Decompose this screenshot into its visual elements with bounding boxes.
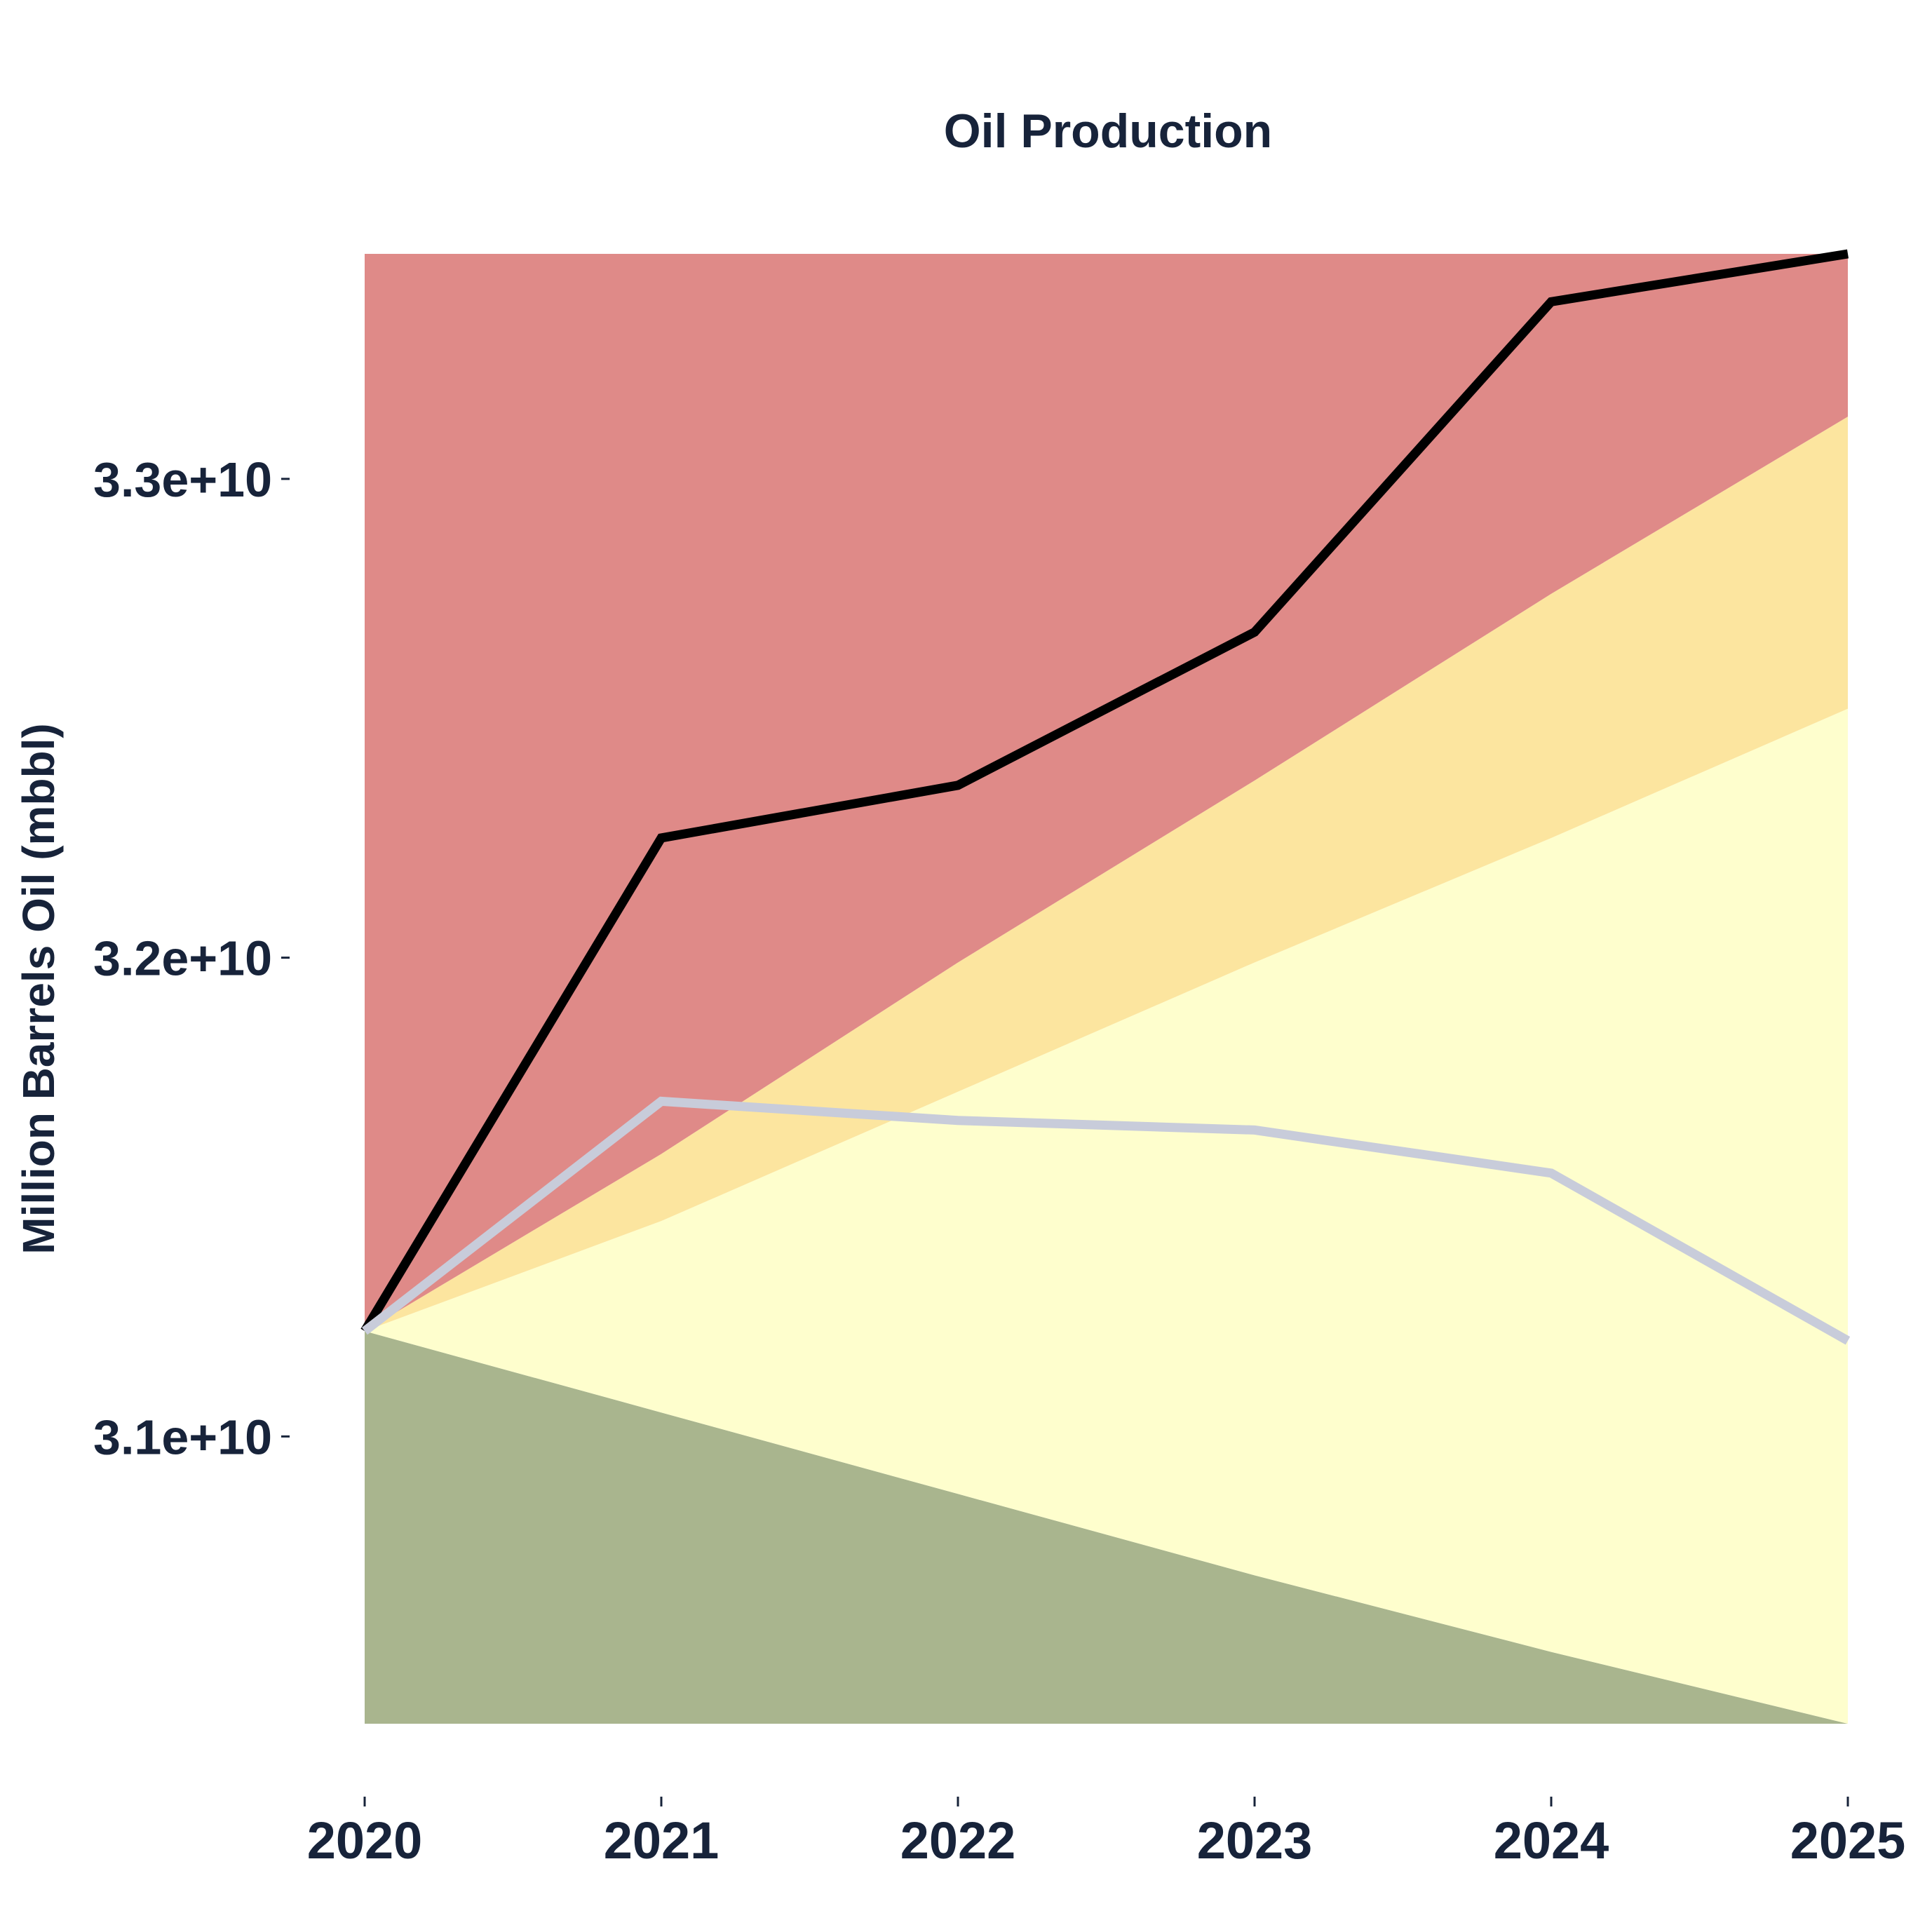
x-axis: 2020 2021 2022 2023 2024 2025 xyxy=(307,1797,1906,1870)
series-lines xyxy=(360,249,1851,1345)
x-tick-label: 2020 xyxy=(307,1811,423,1870)
band-1 xyxy=(365,708,1848,1724)
series-line-1 xyxy=(362,1096,1851,1345)
x-tick-label: 2021 xyxy=(604,1811,720,1870)
y-tick-label: 3.2e+10 xyxy=(93,931,272,986)
band-0 xyxy=(365,1331,1848,1724)
band-2 xyxy=(365,417,1848,1332)
y-axis: 3.1e+10 3.2e+10 3.3e+10 xyxy=(93,452,290,1464)
x-tick-label: 2023 xyxy=(1197,1811,1313,1870)
x-tick-label: 2022 xyxy=(900,1811,1016,1870)
x-tick-label: 2025 xyxy=(1790,1811,1906,1870)
y-tick-label: 3.1e+10 xyxy=(93,1410,272,1464)
chart-title: Oil Production xyxy=(944,104,1272,158)
y-tick-label: 3.3e+10 xyxy=(93,452,272,507)
y-axis-label: Million Barrels Oil (mbbl) xyxy=(13,723,64,1254)
forecast-bands xyxy=(365,254,1848,1724)
series-line-0 xyxy=(360,249,1849,1334)
band-3 xyxy=(365,254,1848,1332)
x-tick-label: 2024 xyxy=(1494,1811,1609,1870)
